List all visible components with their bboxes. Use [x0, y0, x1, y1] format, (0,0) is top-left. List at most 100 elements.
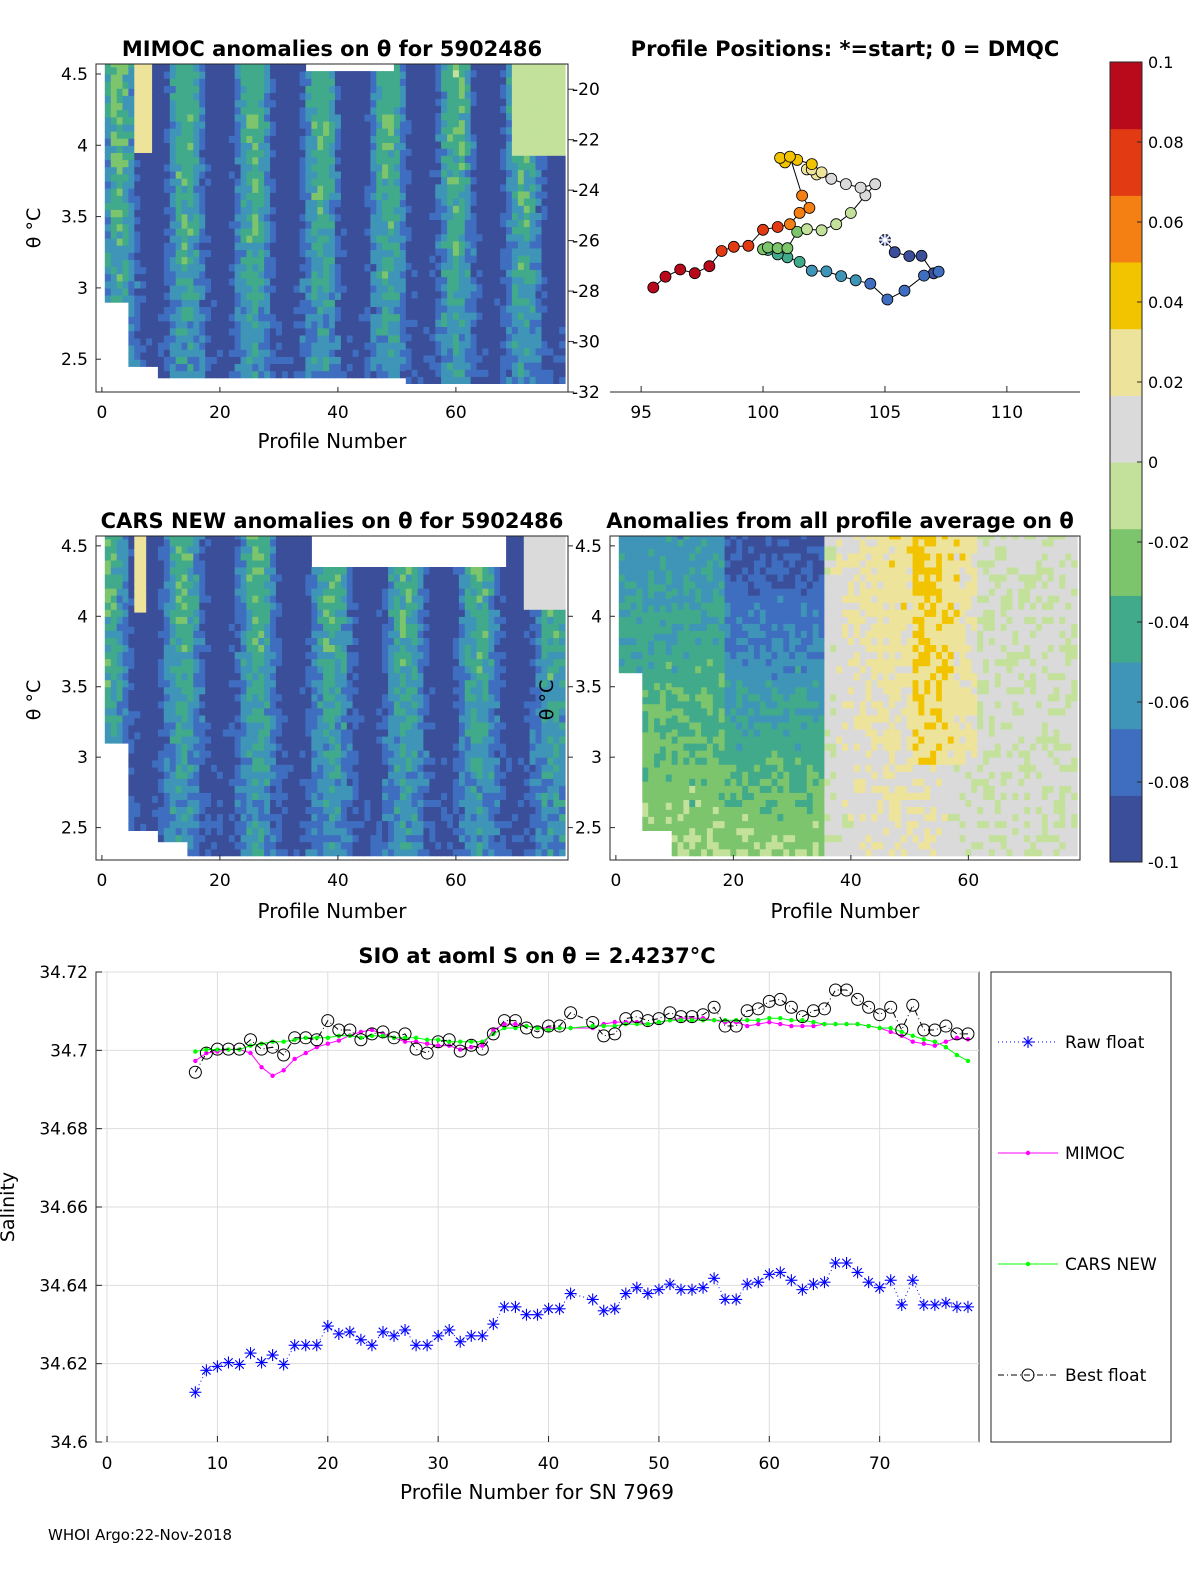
mimoc-cell: [340, 156, 348, 165]
cars-cell: [287, 651, 295, 660]
mimoc-cell: [382, 235, 389, 243]
mimoc-cell: [399, 178, 407, 186]
cars-cell: [193, 616, 200, 624]
mimoc-cell: [511, 176, 519, 185]
mimoc-cell: [346, 342, 354, 350]
cars-cell: [116, 637, 124, 645]
mimoc-cell: [175, 121, 183, 129]
mimoc-cell: [482, 290, 489, 299]
mimoc-cell: [228, 213, 236, 222]
cars-cell: [152, 583, 159, 592]
cars-cell: [252, 679, 259, 688]
cars-cell: [275, 743, 283, 751]
mimoc-cell: [175, 249, 183, 258]
mimoc-cell: [258, 320, 265, 329]
mimoc-cell: [346, 363, 354, 372]
mimoc-cell: [553, 326, 560, 335]
mimoc-cell: [334, 199, 342, 208]
cars-cell: [187, 834, 194, 843]
mimoc-cell: [275, 113, 283, 122]
mimoc-cell: [482, 333, 489, 342]
mimoc-cell: [340, 128, 348, 136]
mimoc-cell: [323, 356, 330, 364]
mimoc-cell: [452, 212, 460, 220]
mimoc-cell: [169, 171, 177, 179]
positions-point: [801, 223, 813, 236]
mimoc-cell: [352, 235, 360, 243]
mimoc-cell: [240, 163, 248, 172]
mimoc-cell: [405, 205, 413, 213]
mimoc-cell: [399, 149, 407, 158]
mimoc-cell: [470, 233, 478, 242]
mimoc-cell: [152, 287, 159, 296]
mimoc-cell: [199, 185, 206, 193]
cars-cell: [299, 820, 307, 829]
cars-cell: [187, 559, 194, 568]
mimoc-cell: [199, 370, 206, 379]
mimoc-cell: [116, 88, 124, 96]
mimoc-cell: [104, 145, 112, 153]
cars-cell: [216, 616, 224, 624]
cars-cell: [128, 745, 135, 754]
mimoc-cell: [523, 226, 531, 235]
mimoc-cell: [287, 206, 295, 215]
mimoc-cell: [417, 155, 425, 163]
mimoc-cell: [281, 71, 289, 79]
mimoc-cell: [476, 183, 484, 192]
cars-cell: [246, 630, 253, 638]
cars-cell: [169, 616, 177, 624]
mimoc-cell: [270, 121, 277, 129]
cars-cell: [216, 743, 224, 751]
mimoc-cell: [152, 131, 159, 139]
mimoc-cell: [193, 121, 200, 129]
cars-cell: [240, 672, 248, 681]
cars-cell: [270, 743, 277, 751]
mimoc-cell: [228, 178, 236, 186]
mimoc-cell: [157, 277, 165, 286]
cars-cell: [181, 581, 189, 589]
cars-cell: [222, 637, 230, 645]
mimoc-cell: [228, 306, 236, 315]
mimoc-cell: [452, 148, 460, 156]
cars-cell: [146, 605, 153, 613]
mimoc-cell: [323, 235, 330, 243]
mimoc-cell: [134, 216, 141, 225]
mimoc-cell: [535, 369, 542, 377]
mimoc-cell: [299, 142, 307, 151]
mimoc-cell: [270, 92, 277, 101]
cars-cell: [163, 792, 171, 800]
mimoc-cell: [234, 142, 242, 151]
mimoc-cell: [494, 69, 501, 78]
cars-cell: [264, 602, 271, 610]
mimoc-cell: [535, 319, 542, 327]
mimoc-cell: [334, 178, 342, 186]
mimoc-cell: [305, 206, 312, 215]
mimoc-cell: [264, 327, 271, 336]
mimoc-cell: [452, 98, 460, 106]
mimoc-cell: [211, 320, 218, 329]
mimoc-cell: [187, 156, 194, 165]
mimoc-cell: [411, 190, 419, 199]
cars-cell: [199, 771, 206, 779]
mimoc-cell: [435, 305, 442, 313]
mimoc-cell: [122, 152, 129, 161]
mimoc-cell: [140, 238, 147, 246]
cars-cell: [110, 545, 118, 554]
mimoc-cell: [494, 126, 501, 135]
mimoc-cell: [317, 85, 324, 94]
mimoc-cell: [199, 64, 206, 72]
mimoc-cell: [405, 219, 413, 228]
mimoc-cell: [317, 263, 324, 272]
mimoc-cell: [523, 91, 531, 99]
cars-cell: [175, 609, 183, 617]
mimoc-cell: [193, 71, 200, 79]
mimoc-cell: [423, 69, 430, 78]
cars-cell: [211, 595, 218, 603]
mimoc-cell: [334, 306, 342, 315]
cars-cell: [146, 802, 153, 810]
mimoc-cell: [187, 242, 194, 250]
mimoc-cell: [228, 192, 236, 200]
cars-cell: [152, 802, 159, 810]
mimoc-cell: [358, 85, 366, 94]
mimoc-cell: [246, 327, 253, 336]
